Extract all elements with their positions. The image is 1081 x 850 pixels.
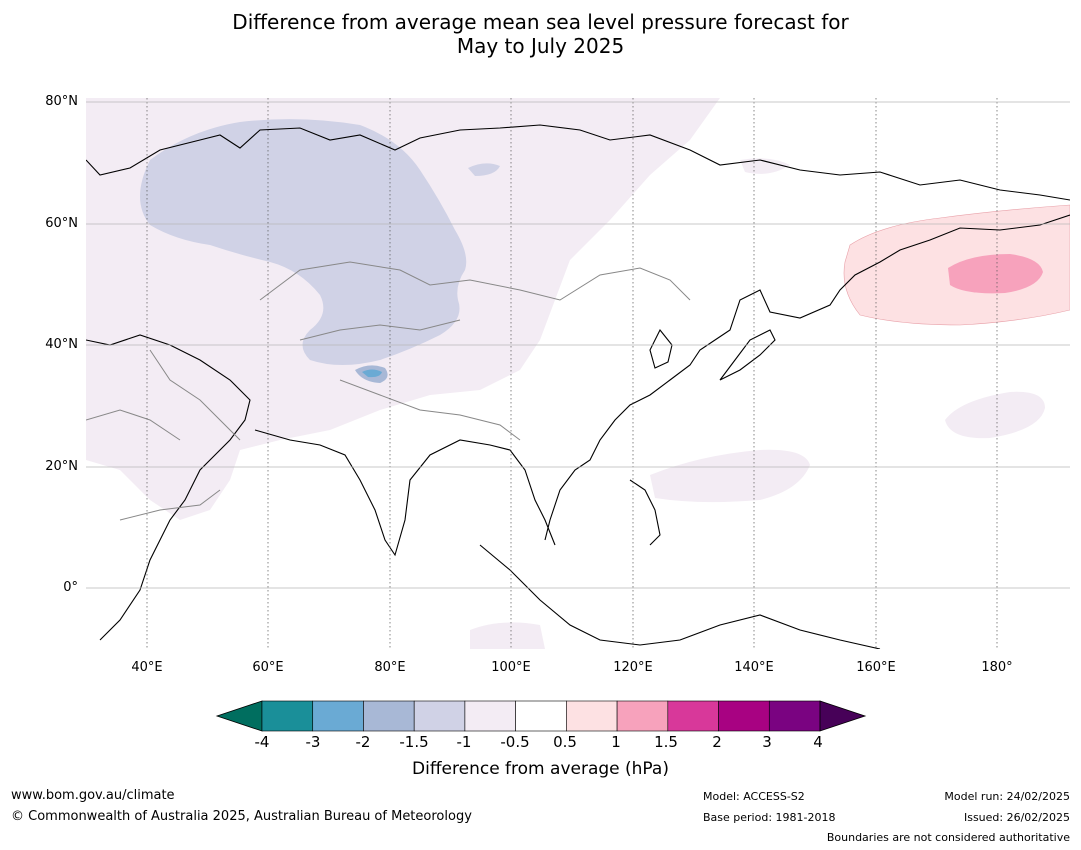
- colorbar-tick: 3: [762, 733, 772, 751]
- title-line-2: May to July 2025: [456, 34, 625, 58]
- colorbar-swatch: [616, 700, 669, 732]
- boundaries-disclaimer: Boundaries are not considered authoritat…: [826, 831, 1070, 844]
- lon-label-80e: 80°E: [374, 660, 406, 675]
- colorbar: [215, 700, 867, 732]
- colorbar-tick: -1: [456, 733, 472, 751]
- anomaly-region-strong-high: [948, 254, 1043, 294]
- map-title: Difference from average mean sea level p…: [0, 10, 1081, 58]
- website-link[interactable]: www.bom.gov.au/climate: [11, 788, 175, 803]
- colorbar-swatch: [768, 700, 821, 732]
- lon-label-60e: 60°E: [252, 660, 284, 675]
- lat-label-40n: 40°N: [45, 337, 78, 352]
- anomaly-region-pacific: [650, 449, 810, 503]
- lon-label-40e: 40°E: [131, 660, 163, 675]
- colorbar-tick: 1: [611, 733, 621, 751]
- colorbar-over-arrow: [819, 700, 867, 732]
- colorbar-tick: 1.5: [654, 733, 678, 751]
- copyright-text: © Commonwealth of Australia 2025, Austra…: [11, 809, 472, 824]
- colorbar-tick: -2: [355, 733, 371, 751]
- colorbar-label: Difference from average (hPa): [412, 759, 669, 779]
- lon-label-180: 180°: [981, 660, 1013, 675]
- colorbar-tick: 2: [712, 733, 722, 751]
- colorbar-tick: 4: [813, 733, 823, 751]
- title-line-1: Difference from average mean sea level p…: [232, 10, 849, 34]
- colorbar-tick: -0.5: [500, 733, 530, 751]
- issued-date: Issued: 26/02/2025: [963, 811, 1070, 824]
- model-name: Model: ACCESS-S2: [703, 790, 805, 803]
- colorbar-tick: -3: [305, 733, 321, 751]
- colorbar-swatch: [667, 700, 719, 732]
- lon-label-160e: 160°E: [856, 660, 896, 675]
- lon-label-140e: 140°E: [734, 660, 774, 675]
- lon-label-120e: 120°E: [613, 660, 653, 675]
- lon-label-100e: 100°E: [491, 660, 531, 675]
- colorbar-swatch: [718, 700, 770, 732]
- anomaly-region-moderate-low: [140, 119, 467, 365]
- colorbar-swatch: [515, 700, 567, 732]
- lat-label-60n: 60°N: [45, 216, 78, 231]
- colorbar-swatch: [312, 700, 364, 732]
- lat-label-20n: 20°N: [45, 459, 78, 474]
- colorbar-tick: 0.5: [553, 733, 577, 751]
- lat-label-80n: 80°N: [45, 94, 78, 109]
- map-area: [86, 98, 1070, 649]
- parallels: [86, 101, 1070, 589]
- colorbar-tick: -1.5: [399, 733, 429, 751]
- colorbar-swatch: [566, 700, 618, 732]
- coastlines: [86, 124, 1070, 649]
- lat-label-0: 0°: [63, 580, 78, 595]
- colorbar-swatch: [413, 700, 466, 732]
- colorbar-swatch: [261, 700, 314, 732]
- model-run-date: Model run: 24/02/2025: [944, 790, 1070, 803]
- colorbar-swatch: [363, 700, 415, 732]
- colorbar-under-arrow: [215, 700, 263, 732]
- base-period: Base period: 1981-2018: [703, 811, 836, 824]
- colorbar-swatch: [464, 700, 516, 732]
- colorbar-tick: -4: [254, 733, 270, 751]
- country-borders: [86, 261, 691, 521]
